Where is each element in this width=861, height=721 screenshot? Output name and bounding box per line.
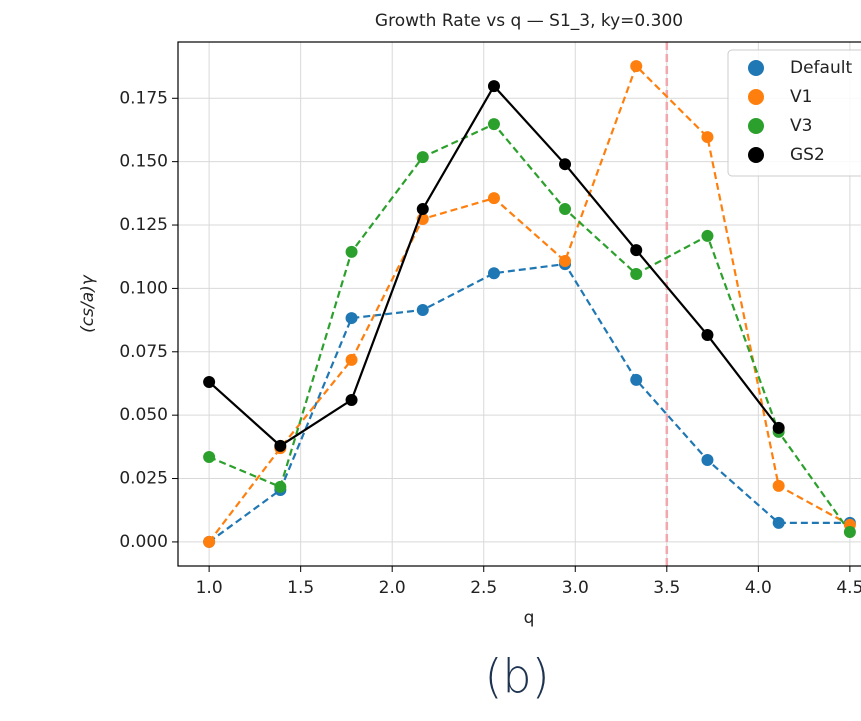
x-tick-label: 1.5 (287, 578, 314, 598)
x-tick-label: 3.5 (653, 578, 680, 598)
data-point (772, 516, 785, 529)
series-line (208, 64, 851, 543)
data-point (203, 375, 216, 388)
y-tick-label: 0.100 (119, 278, 168, 298)
data-point (559, 255, 572, 268)
legend-label: V1 (790, 87, 812, 107)
x-tick-label: 1.0 (196, 578, 223, 598)
y-tick-label: 0.000 (119, 532, 168, 552)
y-tick-label: 0.175 (119, 88, 168, 108)
data-point (701, 454, 714, 467)
legend-marker (748, 147, 764, 163)
x-axis-label: q (524, 608, 535, 628)
y-tick-label: 0.125 (119, 215, 168, 235)
legend-box (727, 49, 861, 177)
data-point (630, 373, 643, 386)
series-line (208, 262, 850, 543)
caption: (b) (484, 650, 549, 704)
data-point (772, 479, 785, 492)
legend-marker (748, 118, 764, 134)
data-point (630, 244, 643, 257)
legend-marker (748, 89, 764, 105)
data-point (487, 192, 500, 205)
series-line (208, 84, 780, 448)
data-point (559, 158, 572, 171)
series-line (208, 122, 851, 533)
legend-label: Default (790, 58, 852, 78)
data-point (559, 203, 572, 216)
data-point (630, 267, 643, 280)
data-point (487, 267, 500, 280)
data-point (487, 80, 500, 93)
chart-title: Growth Rate vs q — S1_3, ky=0.300 (375, 11, 683, 31)
y-tick-label: 0.050 (119, 405, 168, 425)
data-point (203, 535, 216, 548)
y-tick-label: 0.150 (119, 152, 168, 172)
y-tick-label: 0.075 (119, 342, 168, 362)
y-tick-label: 0.025 (119, 469, 168, 489)
data-point (772, 421, 785, 434)
legend-label: GS2 (790, 145, 825, 165)
legend-label: V3 (790, 116, 812, 136)
data-point (701, 131, 714, 144)
data-point (274, 480, 287, 493)
legend-marker (748, 60, 764, 76)
data-point (345, 312, 358, 325)
x-tick-label: 2.0 (379, 578, 406, 598)
x-tick-label: 3.0 (562, 578, 589, 598)
data-point (274, 439, 287, 452)
data-point (345, 245, 358, 258)
x-tick-label: 4.0 (745, 578, 772, 598)
x-tick-label: 4.5 (836, 578, 861, 598)
data-point (701, 229, 714, 242)
data-point (487, 118, 500, 131)
data-point (203, 450, 216, 463)
plot-frame (177, 41, 861, 567)
data-point (345, 393, 358, 406)
data-point (843, 526, 856, 539)
y-axis-label: (cs/a)γ (78, 274, 98, 333)
data-point (416, 151, 429, 164)
data-point (416, 203, 429, 216)
data-point (345, 353, 358, 366)
data-point (416, 303, 429, 316)
data-point (630, 60, 643, 73)
data-point (701, 329, 714, 342)
x-tick-label: 2.5 (470, 578, 497, 598)
